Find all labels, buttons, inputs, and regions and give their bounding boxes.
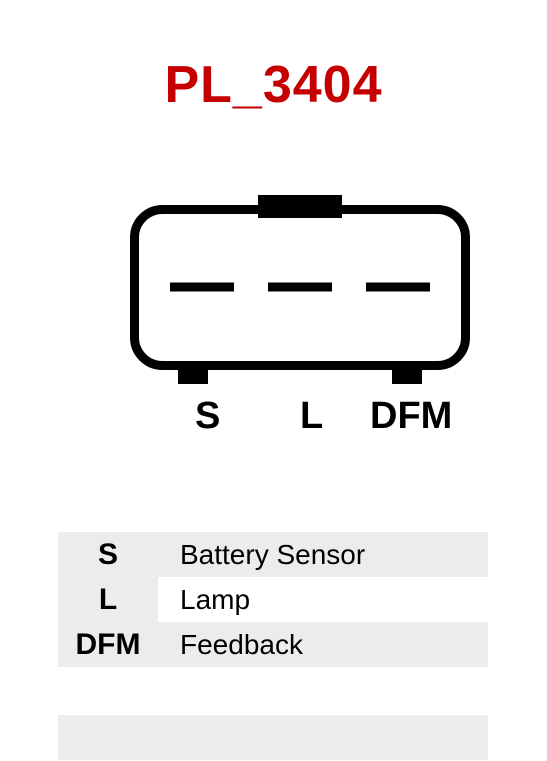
- legend-row: SBattery Sensor: [58, 532, 488, 577]
- footer-bar: [58, 715, 488, 760]
- legend-value: Lamp: [158, 577, 488, 622]
- legend-value: Feedback: [158, 622, 488, 667]
- connector-top-tab: [258, 195, 342, 218]
- legend-table: SBattery SensorLLampDFMFeedback: [58, 532, 488, 667]
- legend-row: DFMFeedback: [58, 622, 488, 667]
- legend-value: Battery Sensor: [158, 532, 488, 577]
- connector-bottom-tab-0: [178, 361, 208, 384]
- pin-label-s: S: [195, 395, 220, 438]
- legend-key: S: [58, 532, 158, 577]
- part-number-title: PL_3404: [0, 55, 547, 115]
- pin-label-dfm: DFM: [370, 395, 452, 438]
- legend-key: DFM: [58, 622, 158, 667]
- footer-key: [58, 715, 158, 760]
- legend-row: LLamp: [58, 577, 488, 622]
- footer-row: [58, 715, 488, 760]
- pin-label-l: L: [300, 395, 323, 438]
- footer-value: [158, 715, 488, 760]
- legend-key: L: [58, 577, 158, 622]
- connector-diagram: [130, 195, 480, 395]
- connector-bottom-tab-1: [392, 361, 422, 384]
